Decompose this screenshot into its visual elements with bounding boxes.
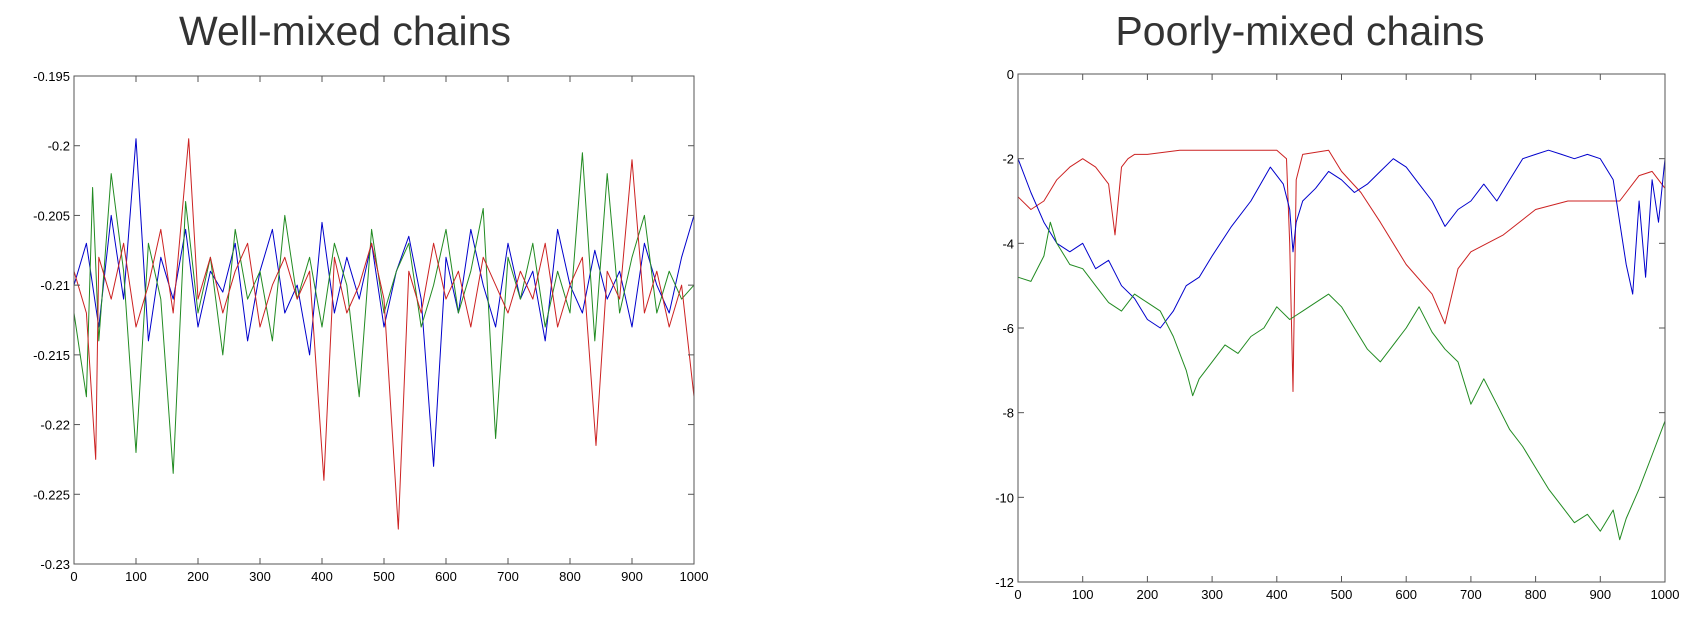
well-mixed-y-tick-label: -0.21 xyxy=(40,278,70,293)
poorly-mixed-series-line-1 xyxy=(1017,149,1666,392)
poorly-mixed-plot-border xyxy=(1017,73,1666,583)
poorly-mixed-y-tick-label: -6 xyxy=(1002,321,1014,336)
well-mixed-x-tick-label: 300 xyxy=(249,569,271,584)
well-mixed-series-line-3 xyxy=(73,138,695,530)
well-mixed-y-tick-label: -0.225 xyxy=(33,487,70,502)
well-mixed-x-tick-label: 200 xyxy=(187,569,209,584)
well-mixed-x-tick-label: 600 xyxy=(435,569,457,584)
well-mixed-plot-border xyxy=(73,75,695,565)
poorly-mixed-trace-plot: 0 100 200 300 400 500 600 700 800 900 1000 0 -2 -4 -6 -… xyxy=(995,67,1679,602)
chart-title-poorly-mixed: Poorly-mixed chains xyxy=(1115,8,1485,54)
chart-title-well-mixed: Well-mixed chains xyxy=(179,8,511,54)
well-mixed-y-tick-label: -0.22 xyxy=(40,418,70,433)
poorly-mixed-series-line-3 xyxy=(1017,221,1666,541)
well-mixed-y-tick-label: -0.2 xyxy=(48,139,70,154)
well-mixed-x-tick-label: 0 xyxy=(70,569,77,584)
well-mixed-x-tick-label: 500 xyxy=(373,569,395,584)
poorly-mixed-x-tick-label: 400 xyxy=(1266,587,1288,602)
well-mixed-x-tick-label: 400 xyxy=(311,569,333,584)
poorly-mixed-x-tick-label: 600 xyxy=(1395,587,1417,602)
well-mixed-y-tick-label: -0.215 xyxy=(33,348,70,363)
poorly-mixed-x-tick-label: 700 xyxy=(1460,587,1482,602)
poorly-mixed-x-tick-label: 300 xyxy=(1201,587,1223,602)
poorly-mixed-y-tick-label: 0 xyxy=(1007,67,1014,82)
well-mixed-y-tick-label: -0.205 xyxy=(33,208,70,223)
well-mixed-x-tick-label: 800 xyxy=(559,569,581,584)
well-mixed-x-tick-label: 700 xyxy=(497,569,519,584)
poorly-mixed-x-tick-label: 900 xyxy=(1589,587,1611,602)
well-mixed-plot-frame xyxy=(73,75,695,565)
poorly-mixed-x-tick-label: 800 xyxy=(1525,587,1547,602)
poorly-mixed-plot-frame xyxy=(1017,73,1666,583)
well-mixed-x-tick-label: 1000 xyxy=(680,569,709,584)
poorly-mixed-x-tick-label: 200 xyxy=(1137,587,1159,602)
poorly-mixed-y-tick-label: -10 xyxy=(995,490,1014,505)
well-mixed-x-tick-label: 100 xyxy=(125,569,147,584)
poorly-mixed-x-tick-label: 1000 xyxy=(1651,587,1680,602)
well-mixed-x-tick-label: 900 xyxy=(621,569,643,584)
poorly-mixed-series-line-2 xyxy=(1017,149,1666,329)
poorly-mixed-y-tick-label: -4 xyxy=(1002,236,1014,251)
poorly-mixed-y-tick-label: -2 xyxy=(1002,152,1014,167)
poorly-mixed-x-tick-label: 500 xyxy=(1331,587,1353,602)
poorly-mixed-x-tick-label: 0 xyxy=(1014,587,1021,602)
poorly-mixed-x-tick-label: 100 xyxy=(1072,587,1094,602)
poorly-mixed-y-tick-label: -8 xyxy=(1002,406,1014,421)
poorly-mixed-y-tick-label: -12 xyxy=(995,575,1014,590)
well-mixed-trace-plot: 0 100 200 300 400 500 600 700 800 900 1000 -0.195 -0… xyxy=(33,69,708,584)
well-mixed-y-tick-label: -0.23 xyxy=(40,557,70,572)
well-mixed-y-tick-label: -0.195 xyxy=(33,69,70,84)
